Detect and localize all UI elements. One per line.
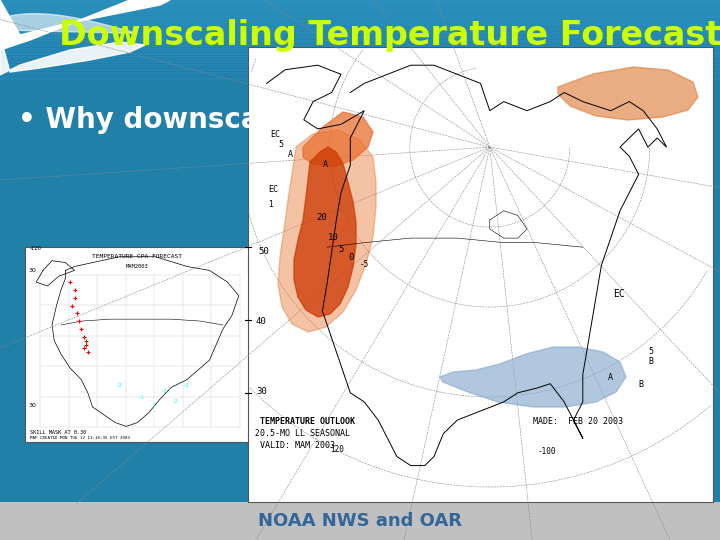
Text: TEMPERATURE CPA FORECAST: TEMPERATURE CPA FORECAST: [92, 254, 182, 260]
Bar: [0, 23, 720, 26]
Text: -100: -100: [538, 447, 557, 456]
Bar: [0, 60, 720, 64]
Text: 10: 10: [328, 233, 338, 242]
Bar: [0, 2, 720, 5]
Text: VALID: MAM 2003: VALID: MAM 2003: [260, 441, 335, 450]
Bar: [0, 15, 720, 19]
Text: -120: -120: [30, 246, 42, 251]
Text: B: B: [648, 357, 653, 366]
Text: -2: -2: [115, 383, 122, 388]
Text: A: A: [323, 160, 328, 169]
Text: 5: 5: [648, 347, 653, 356]
Polygon shape: [294, 147, 356, 317]
Bar: [0, 0, 720, 80]
Text: EC: EC: [613, 289, 625, 299]
Text: 120: 120: [330, 445, 344, 454]
Polygon shape: [0, 35, 145, 75]
Bar: [0, 76, 720, 80]
Text: A: A: [608, 373, 613, 382]
Text: 1: 1: [268, 200, 273, 209]
Text: 50: 50: [258, 247, 269, 256]
Bar: [0, 52, 720, 56]
Polygon shape: [440, 347, 626, 407]
Text: EC: EC: [268, 185, 278, 194]
Bar: [0, 73, 720, 77]
Text: -1: -1: [182, 383, 189, 388]
Bar: [0, 0, 720, 3]
Text: 5: 5: [338, 245, 343, 254]
Bar: [0, 55, 720, 59]
Text: 30: 30: [256, 387, 266, 396]
Text: SKILL MASK AT 0.30: SKILL MASK AT 0.30: [30, 430, 86, 435]
Bar: [0, 33, 720, 37]
Bar: [0, 21, 720, 24]
Text: -5: -5: [360, 260, 369, 269]
Text: -1: -1: [149, 403, 156, 408]
Bar: [0, 58, 720, 62]
Text: MAM2003: MAM2003: [126, 265, 149, 269]
Bar: [0, 47, 720, 51]
Text: MAP CREATED MON TUE 12 13:10:35 EST 2003: MAP CREATED MON TUE 12 13:10:35 EST 2003: [30, 436, 130, 440]
Text: Downscaling Temperature Forecasts: Downscaling Temperature Forecasts: [59, 19, 720, 52]
Text: 30: 30: [29, 268, 37, 273]
Bar: [0, 18, 720, 22]
Bar: [0, 26, 720, 29]
Bar: [0, 42, 720, 45]
Text: -2: -2: [171, 399, 178, 404]
Bar: [0, 7, 720, 11]
Text: 20: 20: [316, 213, 327, 222]
Text: TEMPERATURE OUTLOOK: TEMPERATURE OUTLOOK: [260, 417, 355, 426]
Polygon shape: [278, 130, 376, 332]
Bar: [0, 39, 720, 43]
Bar: [0, 63, 720, 66]
Bar: [0, 502, 720, 540]
Bar: [0, 71, 720, 75]
Polygon shape: [558, 67, 698, 120]
Text: -2: -2: [160, 389, 166, 394]
Text: 30: 30: [29, 403, 37, 408]
Polygon shape: [0, 0, 170, 50]
Bar: [0, 44, 720, 48]
Text: NOAA NWS and OAR: NOAA NWS and OAR: [258, 512, 462, 530]
Bar: [0, 28, 720, 32]
Text: B: B: [638, 380, 643, 389]
Bar: [0, 36, 720, 40]
Text: -1: -1: [138, 395, 144, 400]
Bar: [0, 10, 720, 14]
Text: 0: 0: [348, 253, 354, 262]
Text: EC: EC: [270, 130, 280, 139]
Text: 5: 5: [278, 140, 283, 149]
Text: • Why downscale?: • Why downscale?: [18, 106, 305, 134]
Polygon shape: [0, 0, 137, 33]
Bar: [0, 66, 720, 69]
Bar: [0, 69, 720, 72]
Bar: [0, 31, 720, 35]
Bar: [248, 47, 713, 502]
Text: A: A: [288, 150, 293, 159]
Bar: [0, 12, 720, 16]
Text: 40: 40: [256, 317, 266, 326]
Polygon shape: [303, 112, 373, 167]
Text: 2: 2: [254, 429, 258, 438]
Bar: [0, 4, 720, 8]
Text: MADE:  FEB 20 2003: MADE: FEB 20 2003: [533, 417, 623, 426]
Bar: [0, 50, 720, 53]
Text: 0.5-MO LL SEASONAL: 0.5-MO LL SEASONAL: [260, 429, 350, 438]
Bar: [25, 247, 250, 442]
